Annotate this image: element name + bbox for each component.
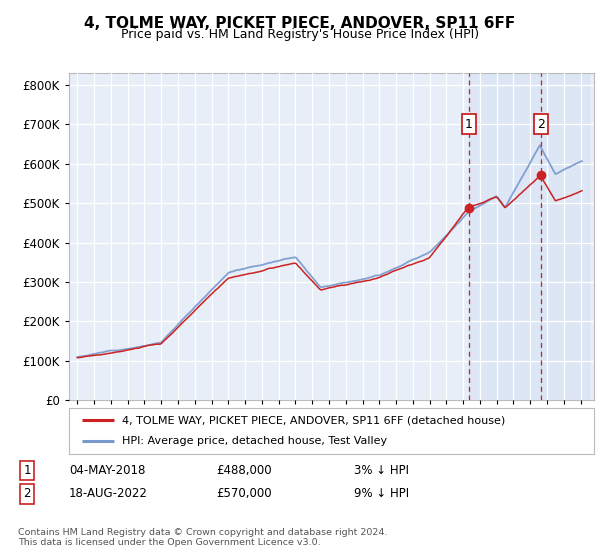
Text: 3% ↓ HPI: 3% ↓ HPI: [354, 464, 409, 477]
Text: 1: 1: [465, 118, 473, 130]
Text: 18-AUG-2022: 18-AUG-2022: [69, 487, 148, 501]
Text: HPI: Average price, detached house, Test Valley: HPI: Average price, detached house, Test…: [121, 436, 386, 446]
Bar: [469, 73, 541, 400]
Text: 1: 1: [23, 464, 31, 477]
Text: 4, TOLME WAY, PICKET PIECE, ANDOVER, SP11 6FF (detached house): 4, TOLME WAY, PICKET PIECE, ANDOVER, SP1…: [121, 415, 505, 425]
Text: Price paid vs. HM Land Registry's House Price Index (HPI): Price paid vs. HM Land Registry's House …: [121, 28, 479, 41]
Text: 2: 2: [537, 118, 545, 130]
Text: 4, TOLME WAY, PICKET PIECE, ANDOVER, SP11 6FF: 4, TOLME WAY, PICKET PIECE, ANDOVER, SP1…: [85, 16, 515, 31]
Text: 9% ↓ HPI: 9% ↓ HPI: [354, 487, 409, 501]
Text: 2: 2: [23, 487, 31, 501]
Text: Contains HM Land Registry data © Crown copyright and database right 2024.
This d: Contains HM Land Registry data © Crown c…: [18, 528, 388, 547]
Text: £488,000: £488,000: [216, 464, 272, 477]
Bar: [541, 73, 589, 400]
Text: £570,000: £570,000: [216, 487, 272, 501]
Text: 04-MAY-2018: 04-MAY-2018: [69, 464, 145, 477]
